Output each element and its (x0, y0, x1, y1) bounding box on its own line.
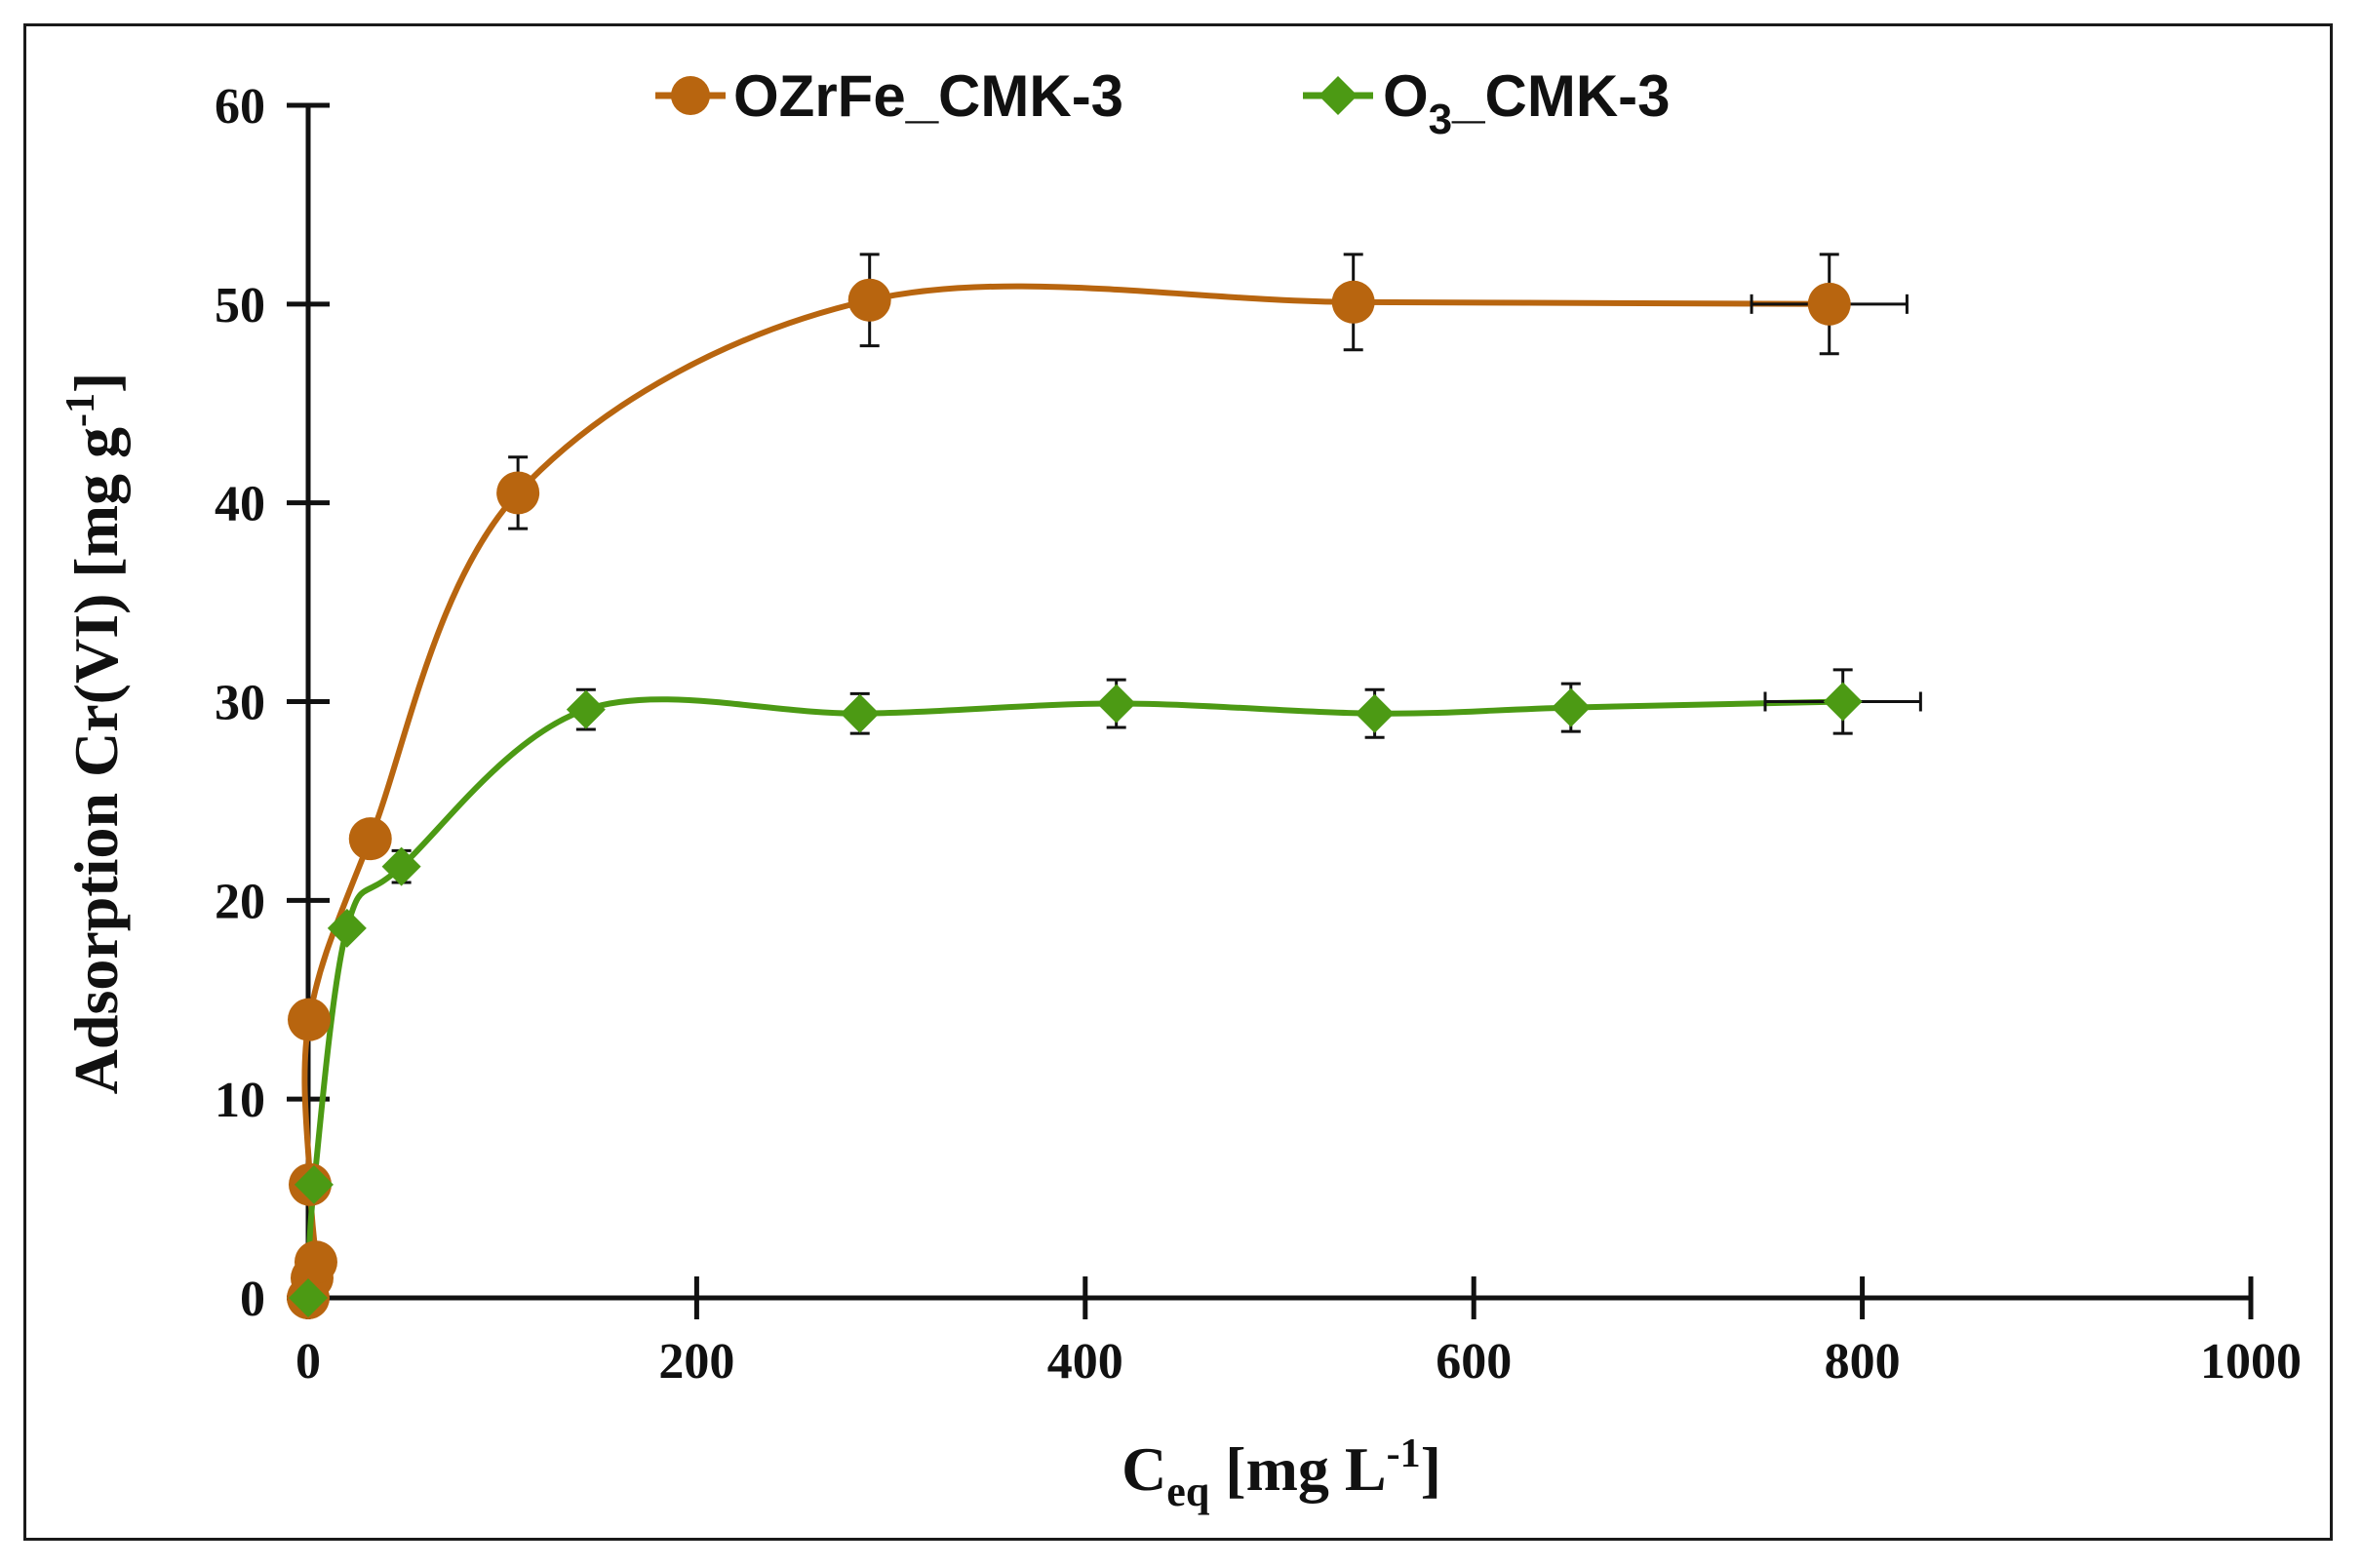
data-point-ozrfe (496, 471, 540, 515)
legend: OZrFe_CMK-3 O3_CMK-3 (655, 63, 1671, 143)
legend-label-ozrfe: OZrFe_CMK-3 (733, 63, 1123, 129)
data-point-ozrfe (1331, 280, 1375, 324)
x-tick-label: 0 (295, 1334, 321, 1390)
data-point-o3 (1096, 684, 1136, 724)
data-point-o3 (289, 1278, 328, 1317)
legend-marker-o3 (1319, 76, 1358, 115)
data-point-o3 (1823, 682, 1863, 722)
x-tick-label: 600 (1436, 1334, 1512, 1390)
series-line-1 (305, 696, 1843, 1299)
data-point-o3 (294, 1164, 334, 1204)
x-tick-label: 800 (1825, 1334, 1901, 1390)
y-tick-label: 60 (215, 79, 265, 135)
data-point-o3 (840, 693, 880, 733)
data-markers (287, 278, 1863, 1319)
y-tick-label: 10 (215, 1073, 265, 1128)
y-tick-label: 0 (240, 1272, 265, 1327)
data-point-ozrfe (1807, 282, 1851, 326)
x-tick-label: 400 (1047, 1334, 1123, 1390)
legend-label-o3: O3_CMK-3 (1383, 63, 1671, 143)
data-point-ozrfe (287, 998, 331, 1041)
data-point-ozrfe (348, 817, 392, 861)
y-tick-label: 40 (215, 477, 265, 532)
y-axis-title: Adsorption Cr(VI) [mg g-1] (59, 372, 131, 1095)
x-axis-title: Ceq [mg L-1] (1122, 1431, 1441, 1515)
y-tick-label: 50 (215, 278, 265, 333)
legend-marker-ozrfe (671, 76, 710, 115)
data-point-o3 (327, 908, 367, 948)
data-point-o3 (1355, 693, 1395, 733)
chart-frame (23, 23, 2333, 1541)
x-tick-label: 200 (658, 1334, 734, 1390)
error-bars (391, 253, 1922, 884)
data-point-ozrfe (847, 278, 891, 322)
series-line-0 (301, 283, 1830, 1299)
data-point-o3 (1551, 687, 1591, 727)
data-point-ozrfe (294, 1240, 337, 1284)
data-point-o3 (381, 846, 421, 886)
y-tick-label: 30 (215, 676, 265, 731)
x-tick-label: 1000 (2200, 1334, 2302, 1390)
data-point-o3 (566, 689, 606, 729)
series-curves (301, 283, 1843, 1299)
y-tick-label: 20 (215, 874, 265, 929)
